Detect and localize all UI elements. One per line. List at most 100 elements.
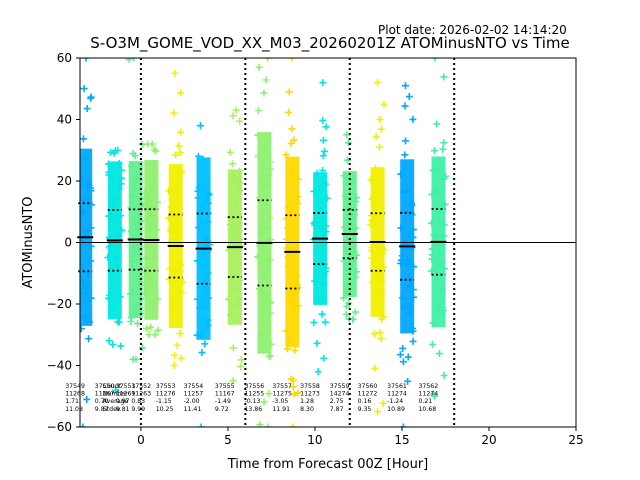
data-point xyxy=(350,248,358,256)
data-point xyxy=(372,213,380,221)
data-point xyxy=(401,151,409,159)
data-point xyxy=(293,272,301,280)
stat-text-37558: 1.28 xyxy=(300,398,314,405)
data-point xyxy=(404,353,412,361)
stat-text-37550: 0.70 xyxy=(95,398,109,405)
stat-text-37552: 0.83 xyxy=(131,398,145,405)
data-point xyxy=(108,304,116,312)
data-point xyxy=(195,304,203,312)
data-point xyxy=(84,271,92,279)
data-point xyxy=(152,147,160,155)
stat-text-37552: 11263 xyxy=(131,391,151,398)
data-point-extreme xyxy=(170,362,178,369)
data-point xyxy=(343,302,351,310)
data-point xyxy=(226,148,234,156)
stat-text-37560: 0.16 xyxy=(358,398,372,405)
data-point xyxy=(266,165,274,173)
data-point xyxy=(259,298,267,306)
data-point xyxy=(170,109,178,117)
data-point xyxy=(288,167,296,175)
stat-text-37560: 11272 xyxy=(358,391,378,398)
data-point xyxy=(82,313,90,321)
data-point xyxy=(375,201,383,209)
data-point xyxy=(372,164,380,172)
data-point xyxy=(282,327,290,335)
data-point xyxy=(344,244,352,252)
data-point xyxy=(87,224,95,232)
data-point xyxy=(109,207,117,215)
data-point xyxy=(115,232,123,240)
data-point xyxy=(282,215,290,223)
data-point xyxy=(399,188,407,196)
data-point xyxy=(194,187,202,195)
data-point xyxy=(262,76,270,84)
data-point xyxy=(408,211,416,219)
data-point xyxy=(143,194,151,202)
data-point xyxy=(314,204,322,212)
data-point-extreme xyxy=(129,355,137,363)
data-point xyxy=(343,288,351,296)
data-point xyxy=(87,294,95,302)
data-point xyxy=(169,186,177,194)
data-point xyxy=(86,318,94,326)
reference-lines xyxy=(77,58,576,427)
data-point xyxy=(133,225,141,233)
data-point xyxy=(201,340,209,348)
data-point xyxy=(202,289,210,297)
data-point xyxy=(261,256,269,264)
stat-text-37550: 37550 xyxy=(95,383,115,390)
data-point xyxy=(233,259,241,267)
data-point xyxy=(435,350,443,358)
data-point xyxy=(142,254,150,262)
data-point xyxy=(143,243,151,251)
data-point xyxy=(398,252,406,260)
data-point xyxy=(435,263,443,271)
data-point xyxy=(117,212,125,220)
data-point xyxy=(320,240,328,248)
data-point xyxy=(399,344,407,352)
data-point xyxy=(318,310,326,318)
data-point xyxy=(430,147,438,155)
data-point xyxy=(80,174,86,182)
data-point xyxy=(261,271,269,279)
stat-text-37549: 37549 xyxy=(65,383,85,390)
data-point xyxy=(287,375,295,383)
data-point-extreme xyxy=(431,392,439,400)
data-point xyxy=(379,399,387,407)
data-point xyxy=(204,269,212,277)
data-point xyxy=(376,311,384,319)
data-point xyxy=(283,244,291,252)
data-point xyxy=(257,225,265,233)
data-point xyxy=(409,286,417,294)
data-point xyxy=(368,278,376,286)
data-point xyxy=(233,180,241,188)
data-point xyxy=(290,285,298,293)
stat-text-37553: 11276 xyxy=(156,391,176,398)
data-point xyxy=(226,221,234,229)
data-point xyxy=(409,226,417,234)
data-point xyxy=(141,289,149,297)
stat-label: Count xyxy=(103,383,122,390)
data-point xyxy=(154,295,162,303)
data-point xyxy=(432,233,440,241)
stat-text-37549: 11268 xyxy=(65,391,85,398)
stat-text-37559: 14274 xyxy=(330,391,350,398)
data-point xyxy=(194,194,202,202)
data-point xyxy=(129,179,137,187)
data-point-extreme xyxy=(197,423,205,427)
y-tick-label: −40 xyxy=(47,359,72,373)
data-point xyxy=(439,220,447,228)
stat-text-37557: 11275 xyxy=(272,391,292,398)
data-point xyxy=(199,248,207,256)
data-point xyxy=(176,329,184,337)
data-point xyxy=(80,238,86,246)
data-point xyxy=(141,263,149,271)
data-point xyxy=(174,170,182,178)
data-point xyxy=(83,285,91,293)
data-point xyxy=(80,278,87,286)
data-point xyxy=(232,301,240,309)
y-tick-label: −60 xyxy=(47,420,72,434)
data-point xyxy=(129,192,137,200)
stat-text-37562: 10.68 xyxy=(419,406,437,413)
plot-date: Plot date: 2026-02-02 14:14:20 xyxy=(378,23,567,37)
